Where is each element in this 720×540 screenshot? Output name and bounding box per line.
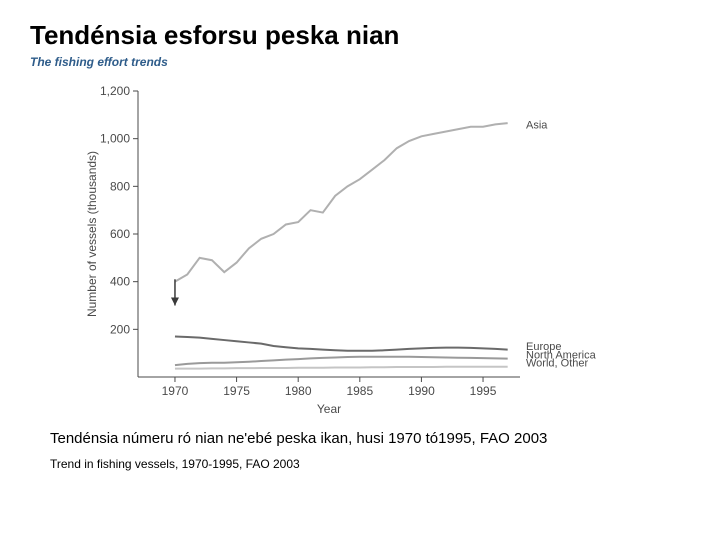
svg-text:1980: 1980 [285, 384, 312, 398]
svg-text:World, Other: World, Other [526, 358, 588, 370]
svg-text:800: 800 [110, 179, 130, 193]
svg-text:Year: Year [317, 402, 341, 416]
svg-text:Number of vessels (thousands): Number of vessels (thousands) [85, 151, 99, 317]
svg-text:Asia: Asia [526, 119, 548, 131]
page-title: Tendénsia esforsu peska nian [30, 20, 690, 51]
svg-text:1985: 1985 [346, 384, 373, 398]
svg-text:1,000: 1,000 [100, 132, 130, 146]
svg-text:1990: 1990 [408, 384, 435, 398]
svg-text:1,200: 1,200 [100, 84, 130, 98]
svg-text:200: 200 [110, 322, 130, 336]
svg-text:600: 600 [110, 227, 130, 241]
caption-main: Tendénsia númeru ró nian ne'ebé peska ik… [50, 429, 690, 449]
caption-sub: Trend in fishing vessels, 1970-1995, FAO… [50, 457, 690, 471]
chart-container: 200 400 600 800 1,000 1,200 1970 1975 1980 1985 19… [80, 79, 610, 419]
page-subtitle: The fishing effort trends [30, 55, 690, 69]
svg-text:400: 400 [110, 275, 130, 289]
svg-text:1975: 1975 [223, 384, 250, 398]
svg-text:1995: 1995 [470, 384, 497, 398]
line-chart: 200 400 600 800 1,000 1,200 1970 1975 1980 1985 19… [80, 79, 610, 419]
svg-text:1970: 1970 [162, 384, 189, 398]
